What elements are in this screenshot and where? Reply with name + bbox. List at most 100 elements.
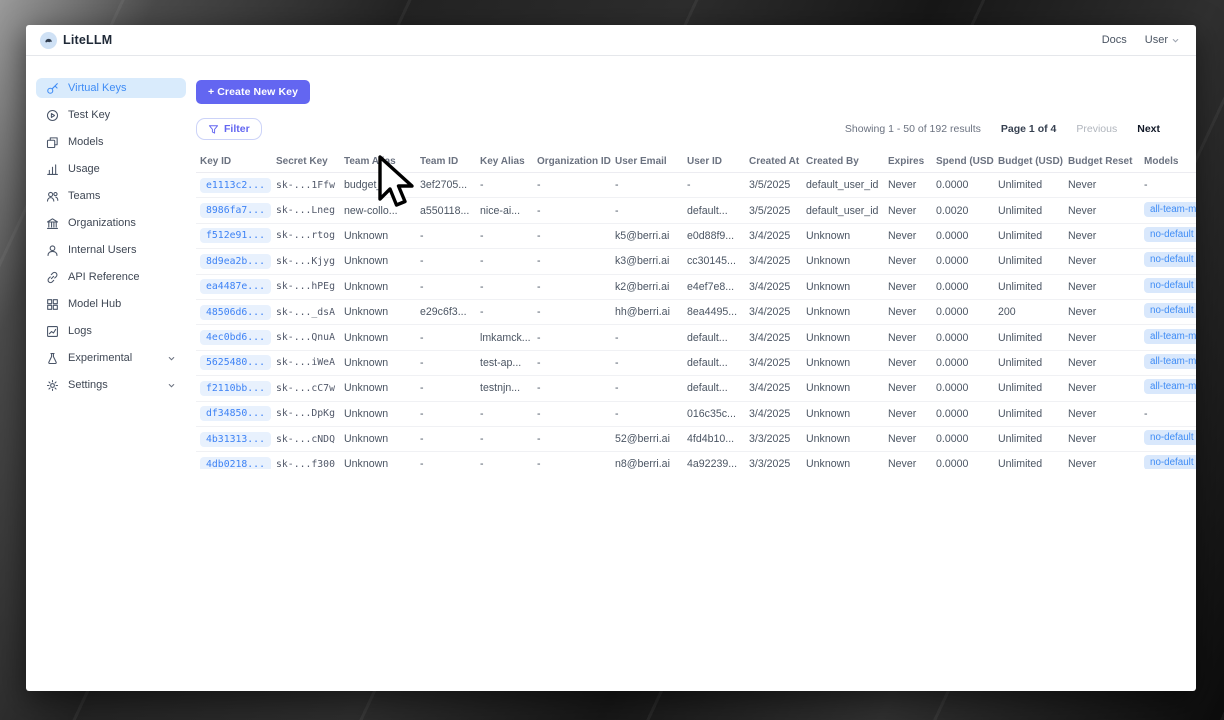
table-row[interactable]: 4b31313... sk-...cNDQ Unknown - - - 52@berri.a… (196, 427, 1196, 453)
table-cell-created-by: Unknown (806, 458, 851, 469)
table-cell-spend-usd: 0.0000 (936, 433, 969, 446)
table-row[interactable]: 5625480... sk-...iWeA Unknown - test-ap... - -… (196, 351, 1196, 377)
key-id-badge[interactable]: e1113c2... (200, 177, 271, 193)
table-cell-organization-id: - (537, 433, 541, 446)
table-cell-secret-key: sk-...DpKg (276, 408, 335, 420)
table-cell-secret-key: sk-...Lneg (276, 205, 335, 217)
table-row[interactable]: 4ec0bd6... sk-...QnuA Unknown - lmkamck... - -… (196, 325, 1196, 351)
sidebar-item-usage[interactable]: Usage (36, 159, 186, 179)
key-id-badge[interactable]: 8986fa7... (200, 203, 271, 219)
models-badge: all-team-m (1144, 328, 1196, 344)
table-cell-team-id: - (420, 331, 424, 344)
table-cell-created-at: 3/5/2025 (749, 204, 791, 217)
chevron-down-icon (1172, 38, 1179, 43)
models-badge: no-default (1144, 303, 1196, 319)
table-cell-created-by: Unknown (806, 331, 851, 344)
sidebar-item-model-hub[interactable]: Model Hub (36, 294, 186, 314)
table-cell-expires: Never (888, 255, 917, 268)
table-row[interactable]: ea4487e... sk-...hPEg Unknown - - - k2@berri.a… (196, 275, 1196, 300)
table-cell-organization-id: - (537, 458, 541, 469)
table-cell-created-by: default_user_id (806, 204, 879, 217)
table-cell-key-alias: - (480, 255, 484, 268)
key-id-badge[interactable]: f2110bb... (200, 380, 271, 396)
table-cell-budget-usd: Unlimited (998, 407, 1043, 420)
sidebar-item-virtual-keys[interactable]: Virtual Keys (36, 78, 186, 98)
key-id-badge[interactable]: 4ec0bd6... (200, 330, 271, 346)
sidebar-item-experimental[interactable]: Experimental (36, 348, 186, 368)
sidebar-item-internal-users[interactable]: Internal Users (36, 240, 186, 260)
brand-name: LiteLLM (63, 33, 113, 47)
sidebar-item-models[interactable]: Models (36, 132, 186, 152)
link-icon (46, 271, 59, 284)
sidebar-item-organizations[interactable]: Organizations (36, 213, 186, 233)
column-header-budget-usd: Budget (USD) (998, 156, 1063, 167)
user-menu[interactable]: User (1145, 34, 1180, 46)
sidebar-item-api-reference[interactable]: API Reference (36, 267, 186, 287)
key-id-badge[interactable]: 8d9ea2b... (200, 253, 271, 269)
table-row[interactable]: 8d9ea2b... sk-...Kjyg Unknown - - - k3@berri.a… (196, 249, 1196, 275)
table-cell-budget-usd: Unlimited (998, 229, 1043, 242)
table-cell-expires: Never (888, 280, 917, 293)
sidebar-item-logs[interactable]: Logs (36, 321, 186, 341)
table-cell-models: no-default (1140, 252, 1196, 270)
pagination: Showing 1 - 50 of 192 results Page 1 of … (845, 123, 1160, 135)
gear-icon (46, 379, 59, 392)
key-id-badge[interactable]: 48506d6... (200, 304, 271, 320)
table-row[interactable]: 48506d6... sk-..._dsA Unknown e29c6f3... - - h… (196, 300, 1196, 326)
table-cell-spend-usd: 0.0000 (936, 382, 969, 395)
next-page-button[interactable]: Next (1137, 123, 1160, 135)
table-cell-models: all-team-m (1140, 379, 1196, 397)
table-cell-key-alias: lmkamck... (480, 331, 531, 344)
filter-button[interactable]: Filter (196, 118, 262, 140)
table-cell-budget-usd: Unlimited (998, 255, 1043, 268)
chevron-down-icon (167, 381, 176, 390)
table-cell-key-alias: - (480, 179, 484, 192)
table-cell-budget-reset: Never (1068, 433, 1097, 446)
table-cell-team-alias: Unknown (344, 382, 389, 395)
table-cell-user-id: e4ef7e8... (687, 280, 735, 293)
table-cell-key-id: 5625480... (196, 355, 272, 371)
sidebar-item-settings[interactable]: Settings (36, 375, 186, 395)
key-id-badge[interactable]: 4db0218... (200, 456, 271, 469)
results-count: Showing 1 - 50 of 192 results (844, 123, 981, 135)
table-cell-user-email: n8@berri.ai (615, 458, 670, 469)
sidebar-item-test-key[interactable]: Test Key (36, 105, 186, 125)
table-cell-budget-reset: Never (1068, 280, 1097, 293)
models-badge: all-team-m (1144, 201, 1196, 217)
table-cell-spend-usd: 0.0000 (936, 407, 969, 420)
table-cell-budget-usd: Unlimited (998, 382, 1043, 395)
table-cell-budget-usd: Unlimited (998, 331, 1043, 344)
key-id-badge[interactable]: 4b31313... (200, 431, 271, 447)
models-badge: no-default (1144, 430, 1196, 446)
table-cell-expires: Never (888, 433, 917, 446)
table-cell-key-id: f512e91... (196, 228, 272, 244)
create-new-key-button[interactable]: + Create New Key (196, 80, 311, 104)
key-id-badge[interactable]: ea4487e... (200, 279, 271, 295)
table-cell-budget-reset: Never (1068, 382, 1097, 395)
table-cell-expires: Never (888, 179, 917, 192)
docs-link[interactable]: Docs (1101, 34, 1127, 46)
table-cell-organization-id: - (537, 382, 541, 395)
sidebar-item-teams[interactable]: Teams (36, 186, 186, 206)
table-row[interactable]: f2110bb... sk-...cC7w Unknown - testnjn... - -… (196, 376, 1196, 402)
table-row[interactable]: 4db0218... sk-...f300 Unknown - - - n8@berri.a… (196, 452, 1196, 469)
previous-page-button[interactable]: Previous (1076, 123, 1118, 135)
table-cell-team-id: a550118... (420, 204, 470, 217)
key-id-badge[interactable]: 5625480... (200, 355, 271, 371)
table-cell-key-id: 48506d6... (196, 304, 272, 320)
key-id-badge[interactable]: df34850... (200, 406, 271, 422)
sidebar-item-label: Usage (68, 163, 100, 175)
table-cell-created-by: Unknown (806, 255, 851, 268)
table-cell-budget-reset: Never (1068, 255, 1097, 268)
table-row[interactable]: e1113c2... sk-...1Ffw budget_te... 3ef2705.… (196, 173, 1196, 199)
table-row[interactable]: df34850... sk-...DpKg Unknown - - - - 016c35c..… (196, 402, 1196, 427)
table-cell-key-id: e1113c2... (196, 177, 272, 193)
table-cell-organization-id: - (537, 204, 541, 217)
bank-icon (46, 217, 59, 230)
key-id-badge[interactable]: f512e91... (200, 228, 271, 244)
table-row[interactable]: f512e91... sk-...rtog Unknown - - - k5@berri.a… (196, 224, 1196, 250)
table-row[interactable]: 8986fa7... sk-...Lneg new-collo... a550118.… (196, 198, 1196, 224)
bar-chart-icon (46, 163, 59, 176)
column-header-user-email: User Email (615, 156, 667, 167)
table-cell-models: no-default (1140, 226, 1196, 245)
